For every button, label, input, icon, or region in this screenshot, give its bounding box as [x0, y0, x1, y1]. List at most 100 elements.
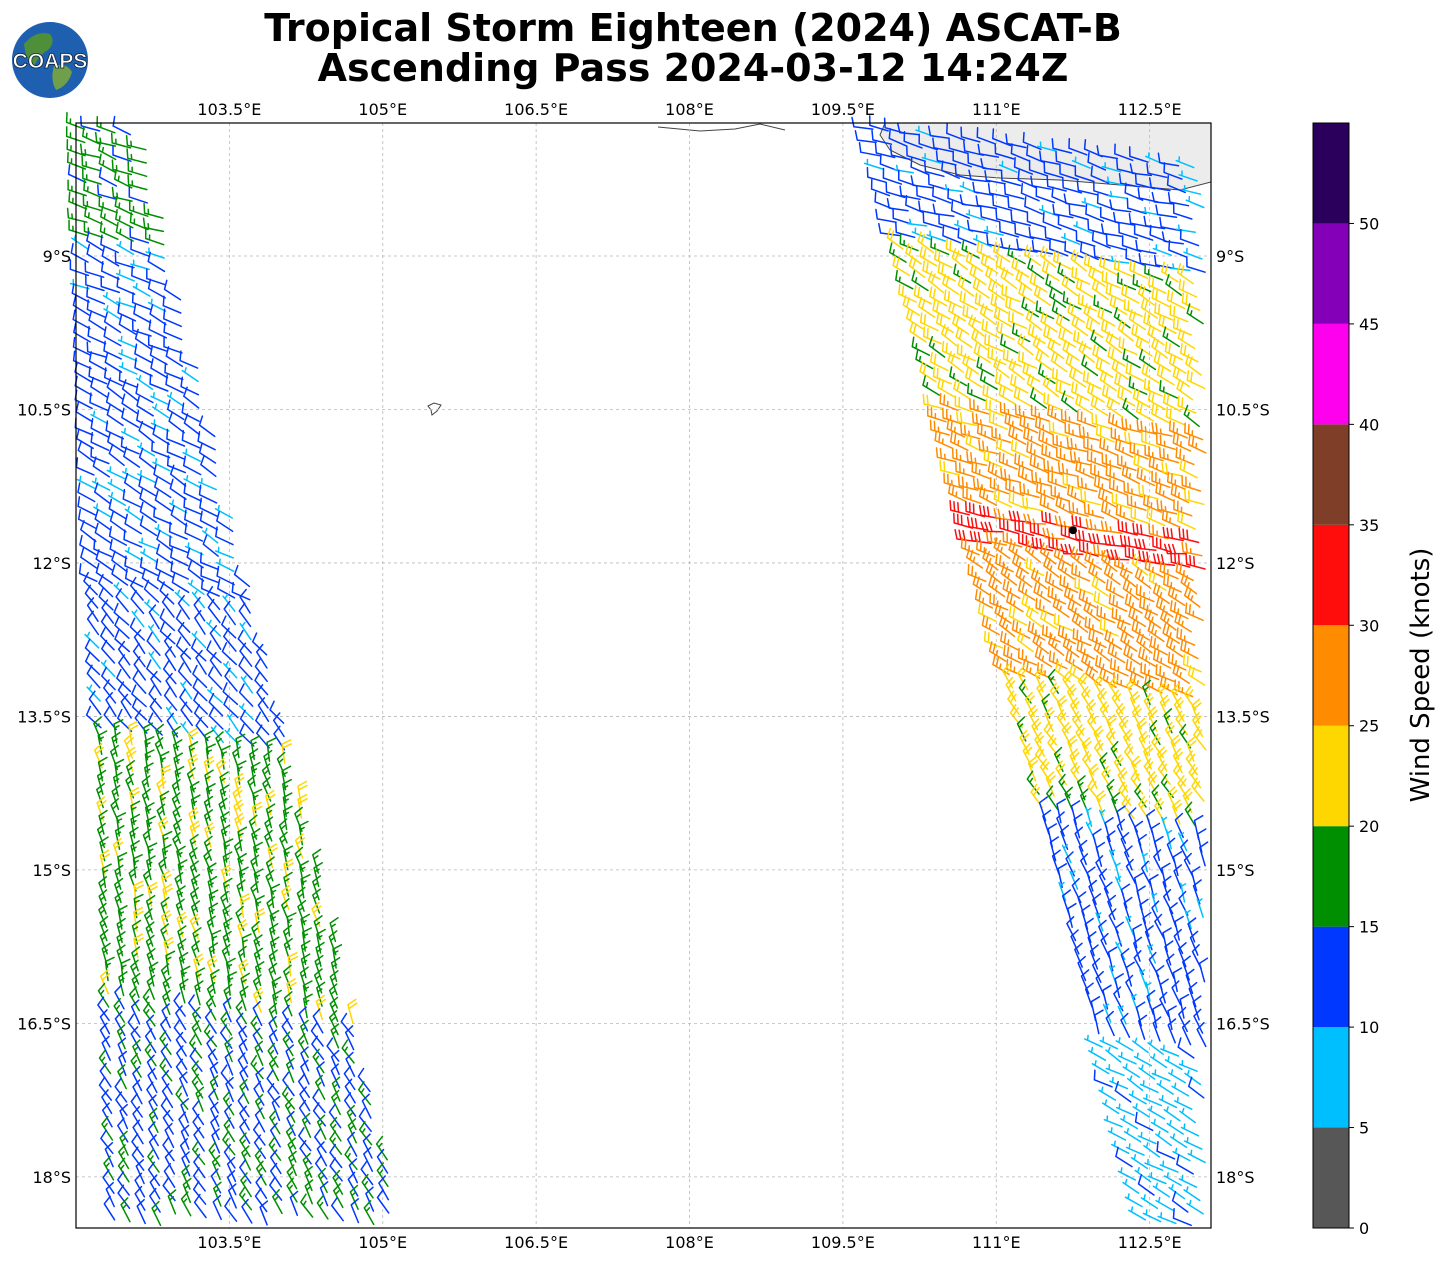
wind-barb: [1100, 319, 1119, 340]
wind-barb: [1140, 297, 1159, 319]
wind-barb: [161, 593, 175, 618]
wind-barb: [1165, 829, 1173, 850]
wind-barb: [1047, 823, 1058, 849]
wind-barb: [263, 749, 273, 776]
wind-barb: [1071, 563, 1091, 582]
colorbar-bin: [1313, 1127, 1349, 1228]
wind-barb: [1114, 438, 1134, 458]
wind-barb: [1091, 413, 1112, 430]
wind-barb: [254, 1093, 265, 1120]
wind-barb: [1098, 919, 1107, 945]
wind-barb: [948, 300, 966, 322]
wind-barb: [223, 1143, 236, 1169]
lat-tick-label: 13.5°S: [17, 707, 71, 726]
wind-barb: [979, 303, 997, 326]
wind-barb: [304, 1179, 314, 1205]
wind-barb: [187, 579, 205, 595]
wind-barb: [257, 697, 270, 722]
wind-barb: [1042, 374, 1059, 398]
wind-barb: [1052, 250, 1072, 270]
wind-barb: [165, 346, 184, 367]
wind-barb: [170, 547, 189, 567]
wind-barb: [1123, 1127, 1142, 1143]
wind-barb: [144, 599, 160, 617]
wind-barb: [960, 126, 981, 143]
wind-barb: [1091, 1059, 1110, 1075]
wind-barb: [987, 461, 1006, 482]
colorbar-tick-label: 10: [1359, 1018, 1379, 1037]
wind-barb: [86, 230, 104, 252]
wind-barb: [1180, 639, 1199, 660]
wind-barb: [1179, 228, 1200, 247]
wind-barb: [202, 527, 219, 544]
wind-barb: [84, 205, 103, 225]
wind-barb: [268, 1015, 278, 1042]
wind-barb: [1057, 625, 1077, 645]
wind-barb: [1043, 325, 1061, 346]
wind-barb: [194, 980, 204, 1006]
wind-barb: [1059, 574, 1079, 594]
wind-barb: [954, 395, 974, 413]
wind-barb: [1017, 580, 1036, 601]
wind-barb: [130, 1052, 142, 1078]
wind-barb: [207, 1048, 218, 1074]
wind-barb: [1113, 306, 1131, 329]
wind-barb: [1059, 163, 1079, 181]
wind-barb: [952, 150, 972, 168]
wind-barb: [1030, 404, 1051, 423]
wind-barb: [186, 547, 204, 569]
wind-barb: [1095, 424, 1115, 443]
wind-barb: [1146, 944, 1157, 964]
wind-barb: [983, 225, 1004, 236]
wind-barb: [115, 221, 134, 242]
wind-barb: [1193, 726, 1207, 751]
wind-barb: [1124, 182, 1144, 201]
wind-barb: [875, 208, 897, 223]
wind-barb: [111, 784, 121, 811]
wind-barb: [989, 592, 1009, 611]
wind-barb: [133, 656, 147, 681]
wind-barb: [1033, 284, 1052, 306]
wind-barb: [1024, 196, 1044, 215]
wind-barb: [1113, 555, 1133, 574]
wind-barb: [170, 505, 188, 527]
wind-barb: [147, 1067, 158, 1094]
wind-barb: [1026, 373, 1044, 396]
wind-barb: [199, 510, 219, 531]
wind-barb: [948, 483, 967, 503]
wind-barb: [992, 654, 1010, 676]
wind-barb: [1172, 967, 1183, 993]
lat-tick-label: 10.5°S: [17, 400, 71, 419]
wind-barb: [282, 778, 292, 804]
wind-barb: [188, 1034, 203, 1059]
wind-barb: [192, 1180, 207, 1205]
wind-barb: [928, 335, 946, 358]
wind-barb: [1075, 230, 1096, 247]
wind-barb: [154, 524, 173, 539]
wind-barb: [1101, 1099, 1120, 1115]
wind-barb: [965, 251, 984, 273]
wind-barb: [1035, 300, 1055, 320]
wind-barb: [1064, 422, 1085, 439]
wind-barb: [224, 1197, 238, 1222]
wind-barb: [885, 181, 906, 199]
wind-barb: [222, 930, 232, 956]
wind-barb: [1187, 1149, 1206, 1164]
wind-barb: [932, 185, 952, 204]
wind-barb: [107, 431, 125, 453]
wind-barb: [1126, 494, 1147, 511]
wind-barb: [74, 375, 93, 396]
wind-barb: [97, 184, 118, 201]
wind-barb: [909, 321, 927, 343]
wind-barb: [1116, 818, 1127, 844]
wind-barb: [1075, 277, 1094, 299]
wind-barb: [1105, 1046, 1122, 1063]
wind-barb: [942, 184, 964, 193]
lat-tick-label: 16.5°S: [1216, 1014, 1270, 1033]
wind-barb: [982, 384, 1002, 404]
wind-barb: [188, 994, 202, 1019]
wind-barb: [183, 474, 202, 489]
wind-barb: [988, 575, 1006, 598]
wind-barb: [1017, 647, 1038, 666]
wind-barb: [984, 333, 1004, 352]
